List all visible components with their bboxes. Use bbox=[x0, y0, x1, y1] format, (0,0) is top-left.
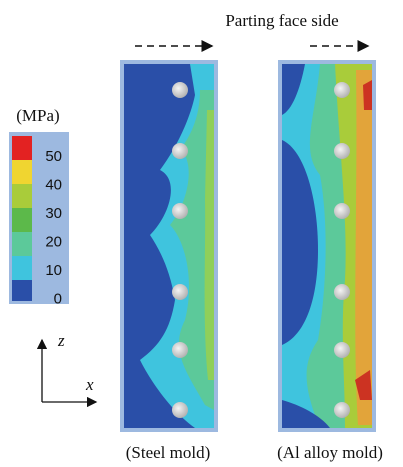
colorbar-label: 10 bbox=[45, 262, 62, 279]
panel-label: (Steel mold) bbox=[126, 443, 211, 462]
x-label: x bbox=[85, 375, 94, 394]
title: Parting face side bbox=[225, 11, 338, 30]
colorbar-label: 40 bbox=[45, 176, 62, 193]
z-label: z bbox=[57, 331, 65, 350]
panel-label: (Al alloy mold) bbox=[277, 443, 383, 462]
colorbar-label: 30 bbox=[45, 205, 62, 222]
colorbar-label: 50 bbox=[45, 148, 62, 165]
page: {"header": {"title": "Parting face side"… bbox=[0, 0, 403, 467]
colorbar-label: 20 bbox=[45, 233, 62, 250]
colorbar-cells bbox=[12, 136, 32, 301]
figure: Parting face side (MPa) 50 40 30 20 10 0 z x bbox=[0, 0, 403, 467]
steel-mold-plot bbox=[120, 60, 218, 432]
colorbar-label: 0 bbox=[54, 290, 62, 307]
al-mold-plot bbox=[278, 60, 376, 432]
unit: (MPa) bbox=[16, 106, 59, 125]
